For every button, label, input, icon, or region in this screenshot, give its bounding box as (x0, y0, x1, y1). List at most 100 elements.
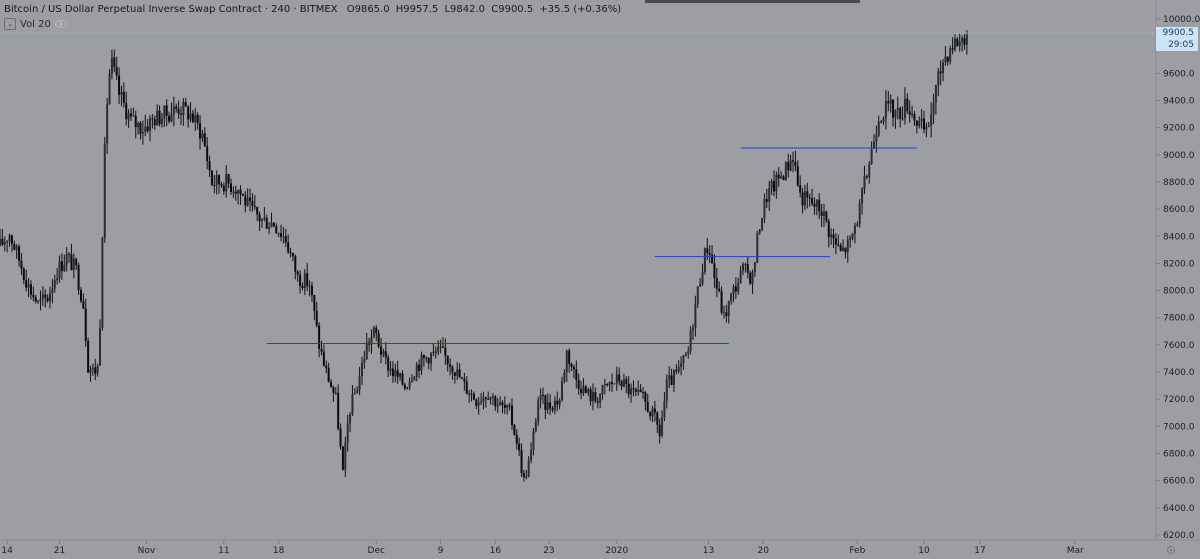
candle-body (439, 346, 442, 348)
candle-body (589, 389, 592, 402)
eye-icon[interactable] (54, 20, 67, 28)
candle-body (794, 161, 797, 167)
candle-body (410, 380, 413, 382)
candle-body (925, 126, 928, 130)
candle-body (206, 146, 209, 162)
candle-body (951, 48, 954, 50)
candle-body (882, 118, 885, 123)
candle-body (656, 412, 659, 425)
candle-body (934, 85, 937, 103)
candle-body (246, 197, 249, 206)
candle-body (25, 280, 28, 288)
candle-body (253, 205, 256, 207)
candle-body (856, 224, 859, 226)
candle-body (913, 114, 916, 121)
candle-body (3, 241, 6, 245)
candle-body (565, 350, 568, 373)
candle-body (803, 191, 806, 206)
top-toolbar-tab[interactable] (645, 0, 860, 3)
candle-body (249, 197, 252, 201)
candle-body (942, 62, 945, 74)
collapse-icon[interactable]: ⌄ (4, 18, 16, 30)
candle-body (170, 114, 173, 122)
candle-body (649, 412, 652, 417)
candle-body (692, 327, 694, 331)
candle-body (689, 330, 692, 352)
candle-body (696, 286, 699, 304)
candle-body (418, 364, 421, 371)
y-tick-label: 8800.0 (1163, 178, 1195, 188)
candle-body (892, 99, 895, 118)
candle-body (799, 185, 802, 193)
candle-body (175, 106, 178, 109)
candle-body (144, 126, 147, 133)
candle-body (137, 122, 140, 128)
candle-body (532, 431, 535, 451)
candle-body (515, 434, 518, 444)
candle-body (256, 206, 259, 215)
candle-body (8, 235, 11, 242)
candle-body (872, 141, 875, 149)
candle-body (199, 123, 202, 139)
y-tick-label: 7400.0 (1163, 368, 1195, 378)
last-price-tag: 9900.5 (1156, 27, 1198, 39)
candle-body (577, 379, 580, 389)
candle-body (937, 71, 940, 86)
candle-body (263, 217, 266, 220)
candle-body (622, 379, 625, 387)
candle-body (903, 98, 906, 119)
candle-body (813, 203, 816, 207)
high-value: H9957.5 (395, 4, 439, 15)
candle-body (663, 400, 666, 418)
candle-body (949, 48, 952, 62)
candle-body (751, 271, 754, 284)
candle-body (230, 183, 232, 192)
candle-body (189, 113, 192, 120)
x-tick-label: Feb (849, 546, 865, 556)
candle-body (684, 353, 687, 356)
y-tick-label: 6600.0 (1163, 477, 1195, 487)
candle-body (553, 400, 556, 411)
x-tick-label: 16 (490, 546, 502, 556)
x-tick-label: 17 (974, 546, 985, 556)
candle-body (653, 408, 656, 413)
candle-body (587, 389, 590, 393)
candle-body (194, 114, 197, 123)
candle-body (815, 199, 818, 207)
candle-body (711, 254, 714, 264)
candle-body (896, 108, 899, 111)
candle-body (591, 392, 594, 402)
candle-body (496, 405, 499, 407)
candle-body (522, 473, 525, 478)
candle-body (725, 312, 728, 317)
candle-body (632, 388, 635, 390)
candle-body (363, 359, 366, 363)
candle-body (844, 247, 847, 253)
candle-body (13, 243, 16, 250)
price-axis[interactable]: 10000.09800.09600.09400.09200.09000.0880… (1156, 15, 1200, 541)
candle-body (325, 365, 328, 369)
candle-body (527, 460, 530, 477)
candle-body (475, 399, 478, 406)
candle-body (115, 67, 118, 76)
candle-body (842, 247, 845, 251)
candle-body (141, 132, 144, 134)
candle-body (749, 272, 752, 284)
settings-gear-icon[interactable] (1166, 545, 1176, 555)
candle-body (282, 236, 285, 238)
candle-body (353, 393, 356, 395)
candle-body (832, 234, 835, 239)
candle-body (461, 377, 463, 379)
candle-body (582, 386, 585, 394)
candle-body (551, 408, 554, 411)
candle-body (727, 301, 730, 317)
candle-body (784, 162, 787, 181)
candle-body (722, 312, 725, 314)
time-axis[interactable]: 14 21 Nov 11 18 Dec 9 16 23 2020 13 20 Feb 10 17 Mar (1, 540, 1084, 556)
y-tick-label: 6800.0 (1163, 450, 1195, 460)
candle-body (744, 263, 747, 265)
change-value: +35.5 (+0.36%) (539, 4, 622, 15)
x-tick-label: 23 (543, 546, 554, 556)
candle-body (682, 355, 685, 363)
